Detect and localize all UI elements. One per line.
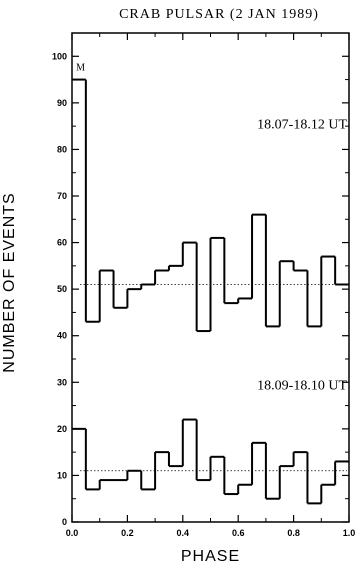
y-axis-label: NUMBER OF EVENTS bbox=[1, 192, 18, 372]
y-tick-label: 90 bbox=[57, 98, 67, 108]
y-tick-label: 80 bbox=[57, 144, 67, 154]
y-axis-ticks: 0 10 20 30 40 50 60 70 80 90 100 bbox=[52, 51, 349, 527]
y-tick-label: 70 bbox=[57, 191, 67, 201]
plot-frame bbox=[71, 32, 350, 523]
y-tick-label: 60 bbox=[57, 238, 67, 248]
x-tick-label: 0.0 bbox=[66, 528, 79, 538]
y-tick-label: 0 bbox=[62, 517, 67, 527]
series-label-top: 18.07-18.12 UT bbox=[257, 117, 347, 132]
x-axis-label: PHASE bbox=[181, 548, 240, 565]
y-tick-label: 100 bbox=[52, 51, 67, 61]
series-2 bbox=[72, 418, 349, 505]
x-tick-label: 1.0 bbox=[343, 528, 356, 538]
x-tick-label: 0.6 bbox=[232, 528, 245, 538]
y-tick-label: 50 bbox=[57, 284, 67, 294]
y-tick-label: 40 bbox=[57, 331, 67, 341]
chart-title: CRAB PULSAR (2 JAN 1989) bbox=[119, 7, 319, 22]
x-tick-label: 0.4 bbox=[177, 528, 190, 538]
series-label-bottom: 18.09-18.10 UT bbox=[257, 378, 347, 393]
y-tick-label: 20 bbox=[57, 424, 67, 434]
x-tick-label: 0.8 bbox=[287, 528, 300, 538]
y-tick-label: 10 bbox=[57, 470, 67, 480]
series-1 bbox=[72, 78, 349, 333]
x-tick-label: 0.2 bbox=[121, 528, 134, 538]
peak-label-m: M bbox=[76, 62, 85, 73]
series-layer bbox=[72, 78, 349, 505]
y-tick-label: 30 bbox=[57, 377, 67, 387]
